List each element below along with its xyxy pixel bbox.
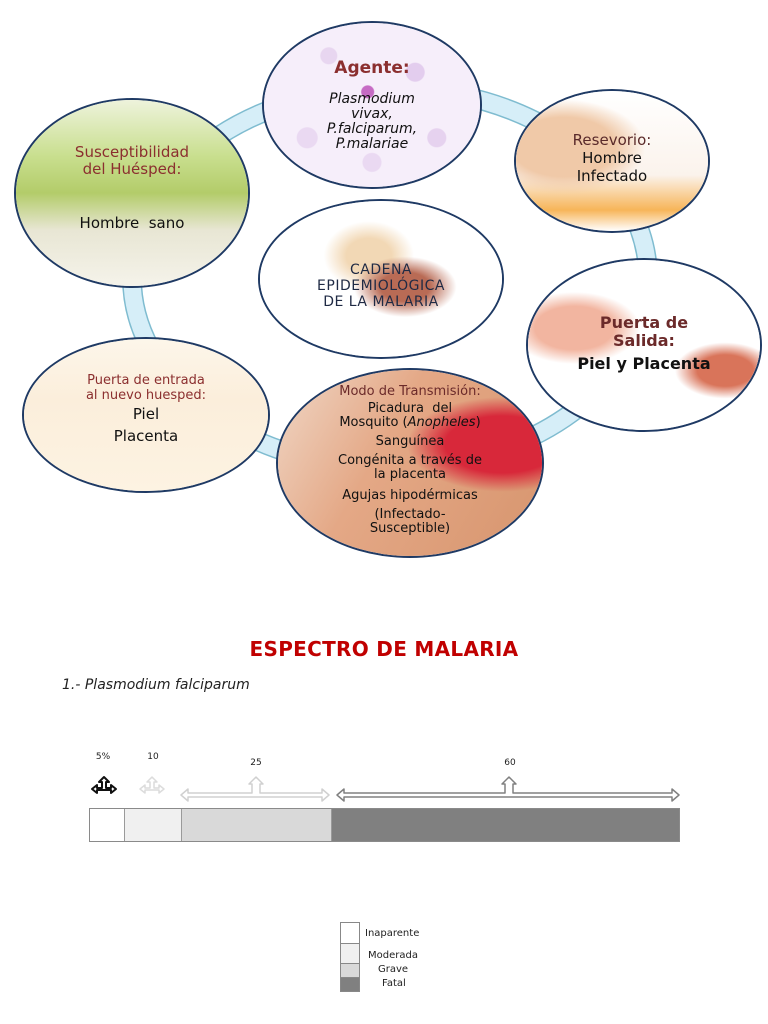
blood-cells-image xyxy=(264,23,480,187)
bar-segment-moderada xyxy=(125,809,182,841)
entrada-heading-1: Puerta de entrada xyxy=(87,373,205,388)
agente-species-2: vivax, xyxy=(351,106,393,122)
label-grave-value: 25 xyxy=(250,758,262,768)
legend-label-grave: Grave xyxy=(378,964,409,975)
modo-line-5: la placenta xyxy=(373,467,446,482)
node-reservorio: Resevorio: Hombre Infectado xyxy=(514,89,710,233)
spectrum-title-text: ESPECTRO DE MALARIA xyxy=(249,637,519,661)
legend-swatch-grave xyxy=(340,963,360,978)
bar-segment-inaparente xyxy=(90,809,125,841)
legend-swatch-inaparente xyxy=(340,922,360,944)
modo-line-4: Congénita a través de xyxy=(338,453,482,468)
salida-heading-2: Salida: xyxy=(613,330,675,350)
running-man-image xyxy=(16,100,248,286)
injection-image xyxy=(278,370,542,556)
node-puerta-entrada: Puerta de entrada al nuevo huesped: Piel… xyxy=(22,337,270,493)
agente-species-3: P.falciparum, xyxy=(326,121,418,137)
salida-heading-1: Puerta de xyxy=(599,312,689,332)
modo-line-2: Mosquito (Anopheles) xyxy=(338,416,482,430)
cadena-title-2: EPIDEMIOLÓGICA xyxy=(317,278,445,294)
cadena-title-3: DE LA MALARIA xyxy=(323,294,439,310)
reservorio-heading: Resevorio: xyxy=(572,131,652,149)
modo-line-6: Agujas hipodérmicas xyxy=(342,488,478,503)
arrow-moderada-icon xyxy=(139,776,165,794)
entrada-heading-2: al nuevo huesped: xyxy=(85,388,207,403)
modo-heading: Modo de Transmisión: xyxy=(339,384,481,399)
susceptibilidad-body: Hombre sano xyxy=(79,214,185,232)
spectrum-title: ESPECTRO DE MALARIA xyxy=(0,637,768,661)
modo-line-1: Picadura del xyxy=(367,401,453,416)
modo-line-2-suffix: ) xyxy=(475,415,481,430)
spectrum-bar xyxy=(89,808,680,842)
entrada-line-2: Placenta xyxy=(113,427,179,445)
agente-heading: Agente: xyxy=(334,58,410,78)
range-arrows xyxy=(91,776,680,802)
arrow-inaparente-icon xyxy=(91,776,117,794)
node-agente: Agente: Plasmodium vivax, P.falciparum, … xyxy=(262,21,482,189)
cadena-title-1: CADENA xyxy=(349,262,412,278)
reservorio-line-1: Hombre xyxy=(582,149,642,167)
susceptibilidad-heading-1: Susceptibilidad xyxy=(74,143,190,161)
modo-line-3: Sanguínea xyxy=(375,434,445,449)
node-modo-transmision: Modo de Transmisión: Picadura del Mosqui… xyxy=(276,368,544,558)
skin-layers-image xyxy=(24,339,268,491)
node-susceptibilidad: Susceptibilidad del Huésped: Hombre sano xyxy=(14,98,250,288)
spectrum-subtitle: 1.- Plasmodium falciparum xyxy=(62,677,250,693)
legend-swatch-fatal xyxy=(340,977,360,992)
mosquito-image xyxy=(260,201,502,357)
arrow-grave-icon xyxy=(180,776,330,802)
agente-species-4: P.malariae xyxy=(335,136,409,152)
legend-label-inaparente: Inaparente xyxy=(365,928,420,939)
sick-man-image xyxy=(516,91,708,231)
label-moderada-value: 10 xyxy=(147,752,159,762)
label-inaparente-value: 5% xyxy=(95,752,111,762)
susceptibilidad-heading-2: del Huésped: xyxy=(82,160,182,178)
modo-line-2-prefix: Mosquito ( xyxy=(339,415,408,430)
agente-species-1: Plasmodium xyxy=(329,91,415,107)
modo-anopheles: Anopheles xyxy=(407,415,476,430)
salida-body: Piel y Placenta xyxy=(577,353,711,373)
node-puerta-salida: Puerta de Salida: Piel y Placenta xyxy=(526,258,762,432)
legend-label-moderada: Moderada xyxy=(368,950,418,961)
bar-segment-fatal xyxy=(332,809,679,841)
entrada-line-1: Piel xyxy=(132,405,160,423)
modo-line-7: (Infectado- xyxy=(374,507,446,522)
reservorio-line-2: Infectado xyxy=(576,167,648,185)
legend-label-fatal: Fatal xyxy=(382,978,406,989)
parasite-cycle-image xyxy=(528,260,760,430)
bar-segment-grave xyxy=(182,809,332,841)
arrow-fatal-icon xyxy=(336,776,680,802)
label-fatal-value: 60 xyxy=(504,758,516,768)
legend-swatch-moderada xyxy=(340,943,360,964)
node-cadena-center: CADENA EPIDEMIOLÓGICA DE LA MALARIA xyxy=(258,199,504,359)
modo-line-8: Susceptible) xyxy=(369,521,451,536)
